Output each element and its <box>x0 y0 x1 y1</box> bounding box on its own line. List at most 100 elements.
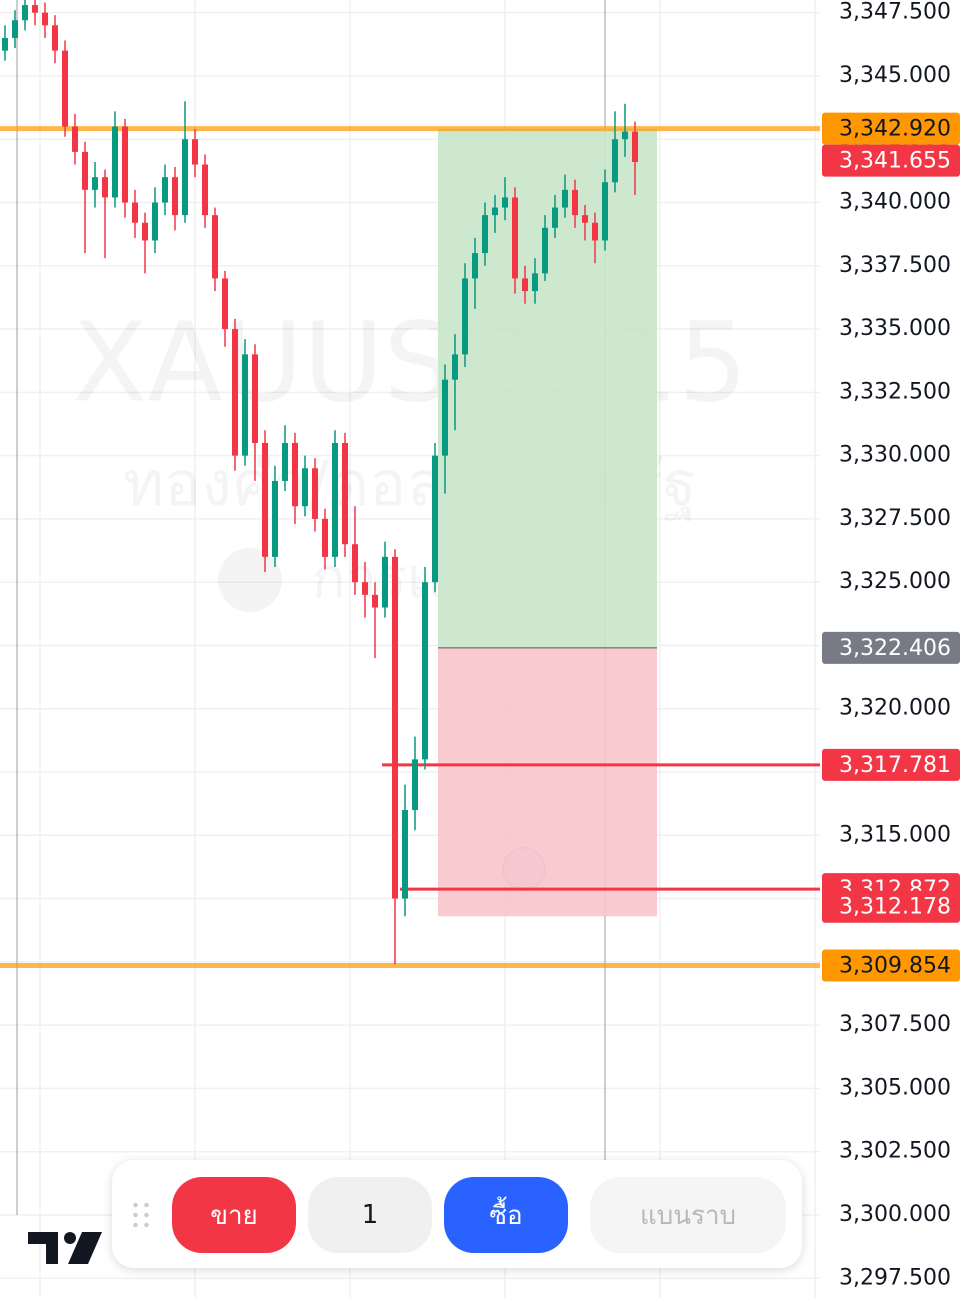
candle-body <box>522 278 528 292</box>
price-label: 3,317.781 <box>839 753 951 778</box>
price-label-box <box>822 890 960 923</box>
price-label-box <box>822 949 960 982</box>
candle-body <box>622 131 628 140</box>
price-label: 3,309.854 <box>839 954 951 979</box>
y-tick-label: 3,315.000 <box>839 822 951 847</box>
candle-body <box>292 442 298 507</box>
logo-part <box>68 1232 102 1264</box>
candle-body <box>572 189 578 216</box>
candle-body <box>302 468 308 507</box>
candle-body <box>392 556 398 899</box>
y-tick-label: 3,340.000 <box>839 189 951 214</box>
candle-body <box>62 50 68 127</box>
candle-body <box>452 354 458 380</box>
candle-body <box>52 25 58 51</box>
y-tick-label: 3,325.000 <box>839 569 951 594</box>
y-tick-label: 3,345.000 <box>839 63 951 88</box>
candle-body <box>272 480 278 557</box>
candle-body <box>592 222 598 241</box>
buy-button[interactable]: ซื้อ <box>444 1177 568 1253</box>
candle-body <box>542 227 548 274</box>
candle-body <box>152 202 158 241</box>
trade-bar: ขาย 1 ซื้อ แบนราบ <box>112 1160 802 1268</box>
candle-body <box>12 20 18 38</box>
logo-part <box>64 1232 76 1244</box>
tv-logo <box>28 1232 102 1264</box>
candle-body <box>202 164 208 216</box>
price-label: 3,341.655 <box>839 149 951 174</box>
candle-body <box>72 126 78 152</box>
candle-body <box>2 37 8 51</box>
candle-body <box>312 468 318 519</box>
candle-body <box>332 442 338 557</box>
candle-body <box>342 442 348 545</box>
candle-body <box>42 12 48 26</box>
candle-body <box>32 5 38 13</box>
candle-body <box>382 556 388 608</box>
candle-body <box>142 222 148 241</box>
candle-body <box>172 177 178 216</box>
candle-body <box>362 582 368 595</box>
candle-body <box>182 139 188 216</box>
replay-icon <box>218 548 282 612</box>
candle-body <box>322 518 328 557</box>
candle-body <box>472 253 478 279</box>
y-tick-label: 3,332.500 <box>839 379 951 404</box>
candle-body <box>582 215 588 223</box>
candle-body <box>92 177 98 190</box>
logo-part <box>28 1232 58 1264</box>
candle-body <box>192 139 198 165</box>
price-label-box <box>822 144 960 177</box>
candle-body <box>262 442 268 557</box>
candle-body <box>532 273 538 292</box>
flat-button[interactable]: แบนราบ <box>590 1177 786 1253</box>
candle-body <box>462 278 468 355</box>
grid <box>0 0 820 1298</box>
candle-body <box>22 5 28 21</box>
candle-body <box>482 215 488 254</box>
price-label: 3,322.406 <box>839 636 951 661</box>
candle-body <box>102 177 108 198</box>
candle-body <box>212 215 218 279</box>
profit-zone <box>438 128 657 648</box>
candle-body <box>122 126 128 203</box>
price-label: 3,312.178 <box>839 895 951 920</box>
y-tick-label: 3,307.500 <box>839 1012 951 1037</box>
candle-body <box>162 177 168 203</box>
candle-body <box>422 582 428 760</box>
candle-body <box>512 197 518 279</box>
y-tick-label: 3,337.500 <box>839 253 951 278</box>
candle-body <box>222 278 228 330</box>
price-label-box <box>822 112 960 145</box>
candle-body <box>412 759 418 810</box>
drag-handle[interactable] <box>130 1200 152 1230</box>
y-tick-label: 3,327.500 <box>839 506 951 531</box>
candle-body <box>632 131 638 162</box>
y-tick-label: 3,302.500 <box>839 1139 951 1164</box>
price-label-box <box>822 631 960 664</box>
candle-body <box>502 197 508 208</box>
candle-body <box>352 544 358 583</box>
candle-body <box>232 329 238 456</box>
y-tick-label: 3,330.000 <box>839 443 951 468</box>
sell-button[interactable]: ขาย <box>172 1177 296 1253</box>
candle-body <box>562 189 568 208</box>
quantity-button[interactable]: 1 <box>308 1177 432 1253</box>
candle-body <box>612 139 618 183</box>
y-tick-label: 3,297.500 <box>839 1265 951 1290</box>
price-label-box <box>822 748 960 781</box>
candle-body <box>112 126 118 198</box>
y-tick-label: 3,300.000 <box>839 1202 951 1227</box>
y-tick-label: 3,305.000 <box>839 1075 951 1100</box>
candle-body <box>282 442 288 481</box>
loss-zone <box>438 647 657 917</box>
candle-body <box>132 202 138 223</box>
candle-body <box>82 151 88 190</box>
y-tick-label: 3,347.500 <box>839 0 951 25</box>
candle-body <box>442 379 448 456</box>
candle-body <box>602 182 608 241</box>
price-label: 3,342.920 <box>839 117 951 142</box>
candle-body <box>372 594 378 608</box>
